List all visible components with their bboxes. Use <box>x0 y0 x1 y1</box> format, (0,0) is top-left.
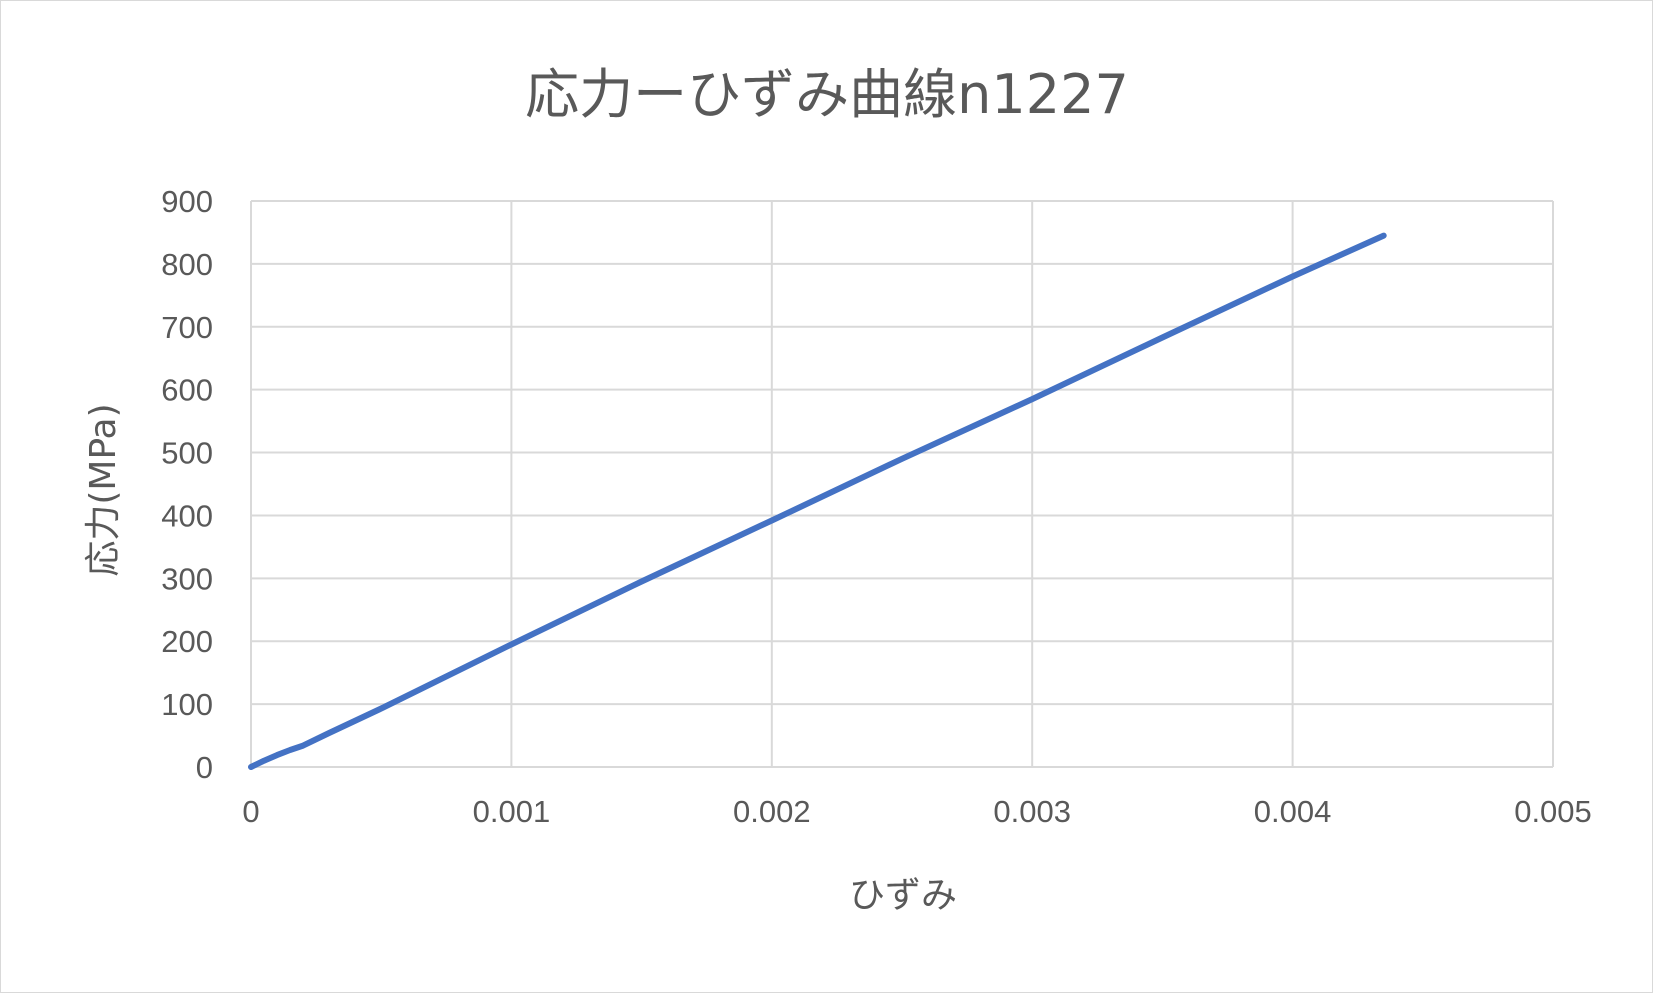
y-tick-label: 200 <box>161 624 213 659</box>
tick-layer: 0 100 200 300 400 500 600 700 800 900 0 0.001 0.002 0… <box>161 184 1592 829</box>
y-tick-label: 800 <box>161 247 213 282</box>
series-line-0 <box>248 232 1387 770</box>
y-axis-label: 応力(MPa) <box>83 403 124 576</box>
y-tick-label: 0 <box>196 750 213 785</box>
grid-layer <box>250 200 1554 768</box>
chart-title: 応力ーひずみ曲線n1227 <box>525 63 1129 126</box>
x-tick-label: 0.001 <box>473 794 551 829</box>
series-layer <box>248 232 1387 770</box>
x-tick-label: 0 <box>242 794 259 829</box>
y-tick-label: 300 <box>161 561 213 596</box>
y-tick-label: 400 <box>161 498 213 533</box>
x-tick-label: 0.003 <box>993 794 1071 829</box>
x-tick-label: 0.005 <box>1514 794 1592 829</box>
x-tick-label: 0.004 <box>1254 794 1332 829</box>
y-tick-label: 700 <box>161 310 213 345</box>
x-tick-label: 0.002 <box>733 794 811 829</box>
y-tick-label: 500 <box>161 436 213 471</box>
y-tick-label: 600 <box>161 373 213 408</box>
y-tick-label: 100 <box>161 687 213 722</box>
y-tick-label: 900 <box>161 184 213 219</box>
x-axis-label: ひずみ <box>849 875 957 916</box>
